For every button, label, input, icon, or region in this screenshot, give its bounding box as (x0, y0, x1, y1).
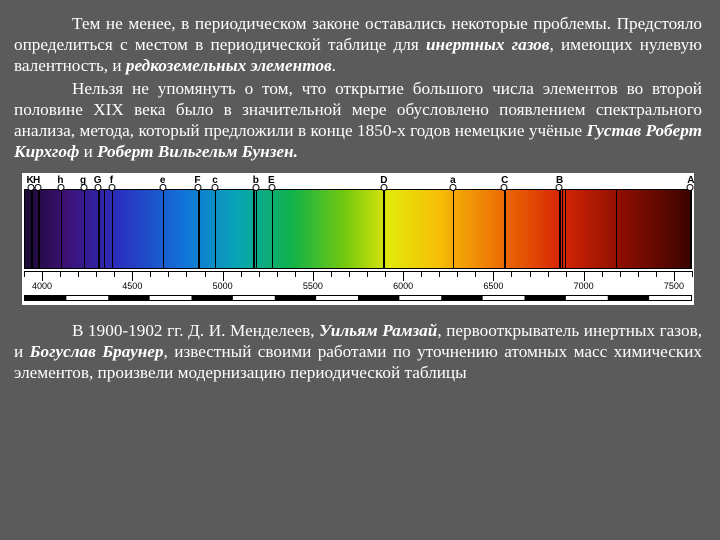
name-bunsen: Роберт Вильгельм Бунзен. (97, 142, 298, 161)
text: В 1900-1902 гг. Д. И. Менделеев, (72, 321, 319, 340)
scale-bar (24, 295, 692, 301)
paragraph-3: В 1900-1902 гг. Д. И. Менделеев, Уильям … (14, 321, 702, 384)
term-inert-gases: инертных газов (426, 35, 549, 54)
term-rare-earth: редкоземельных элементов (126, 56, 332, 75)
fraunhofer-labels: KHhgGfeFcbEDaCBA (24, 175, 692, 189)
wavelength-scale: 40004500500055006000650070007500 (24, 271, 692, 303)
text: и (79, 142, 97, 161)
paragraph-2: Нельзя не упомянуть о том, что открытие … (14, 79, 702, 163)
text: . (332, 56, 336, 75)
paragraph-1: Тем не менее, в периодическом законе ост… (14, 14, 702, 77)
spectrum (24, 189, 692, 269)
name-ramsay: Уильям Рамзай (319, 321, 437, 340)
solar-spectrum-figure: KHhgGfeFcbEDaCBA 40004500500055006000650… (22, 173, 694, 305)
name-brauner: Богуслав Браунер (30, 342, 164, 361)
